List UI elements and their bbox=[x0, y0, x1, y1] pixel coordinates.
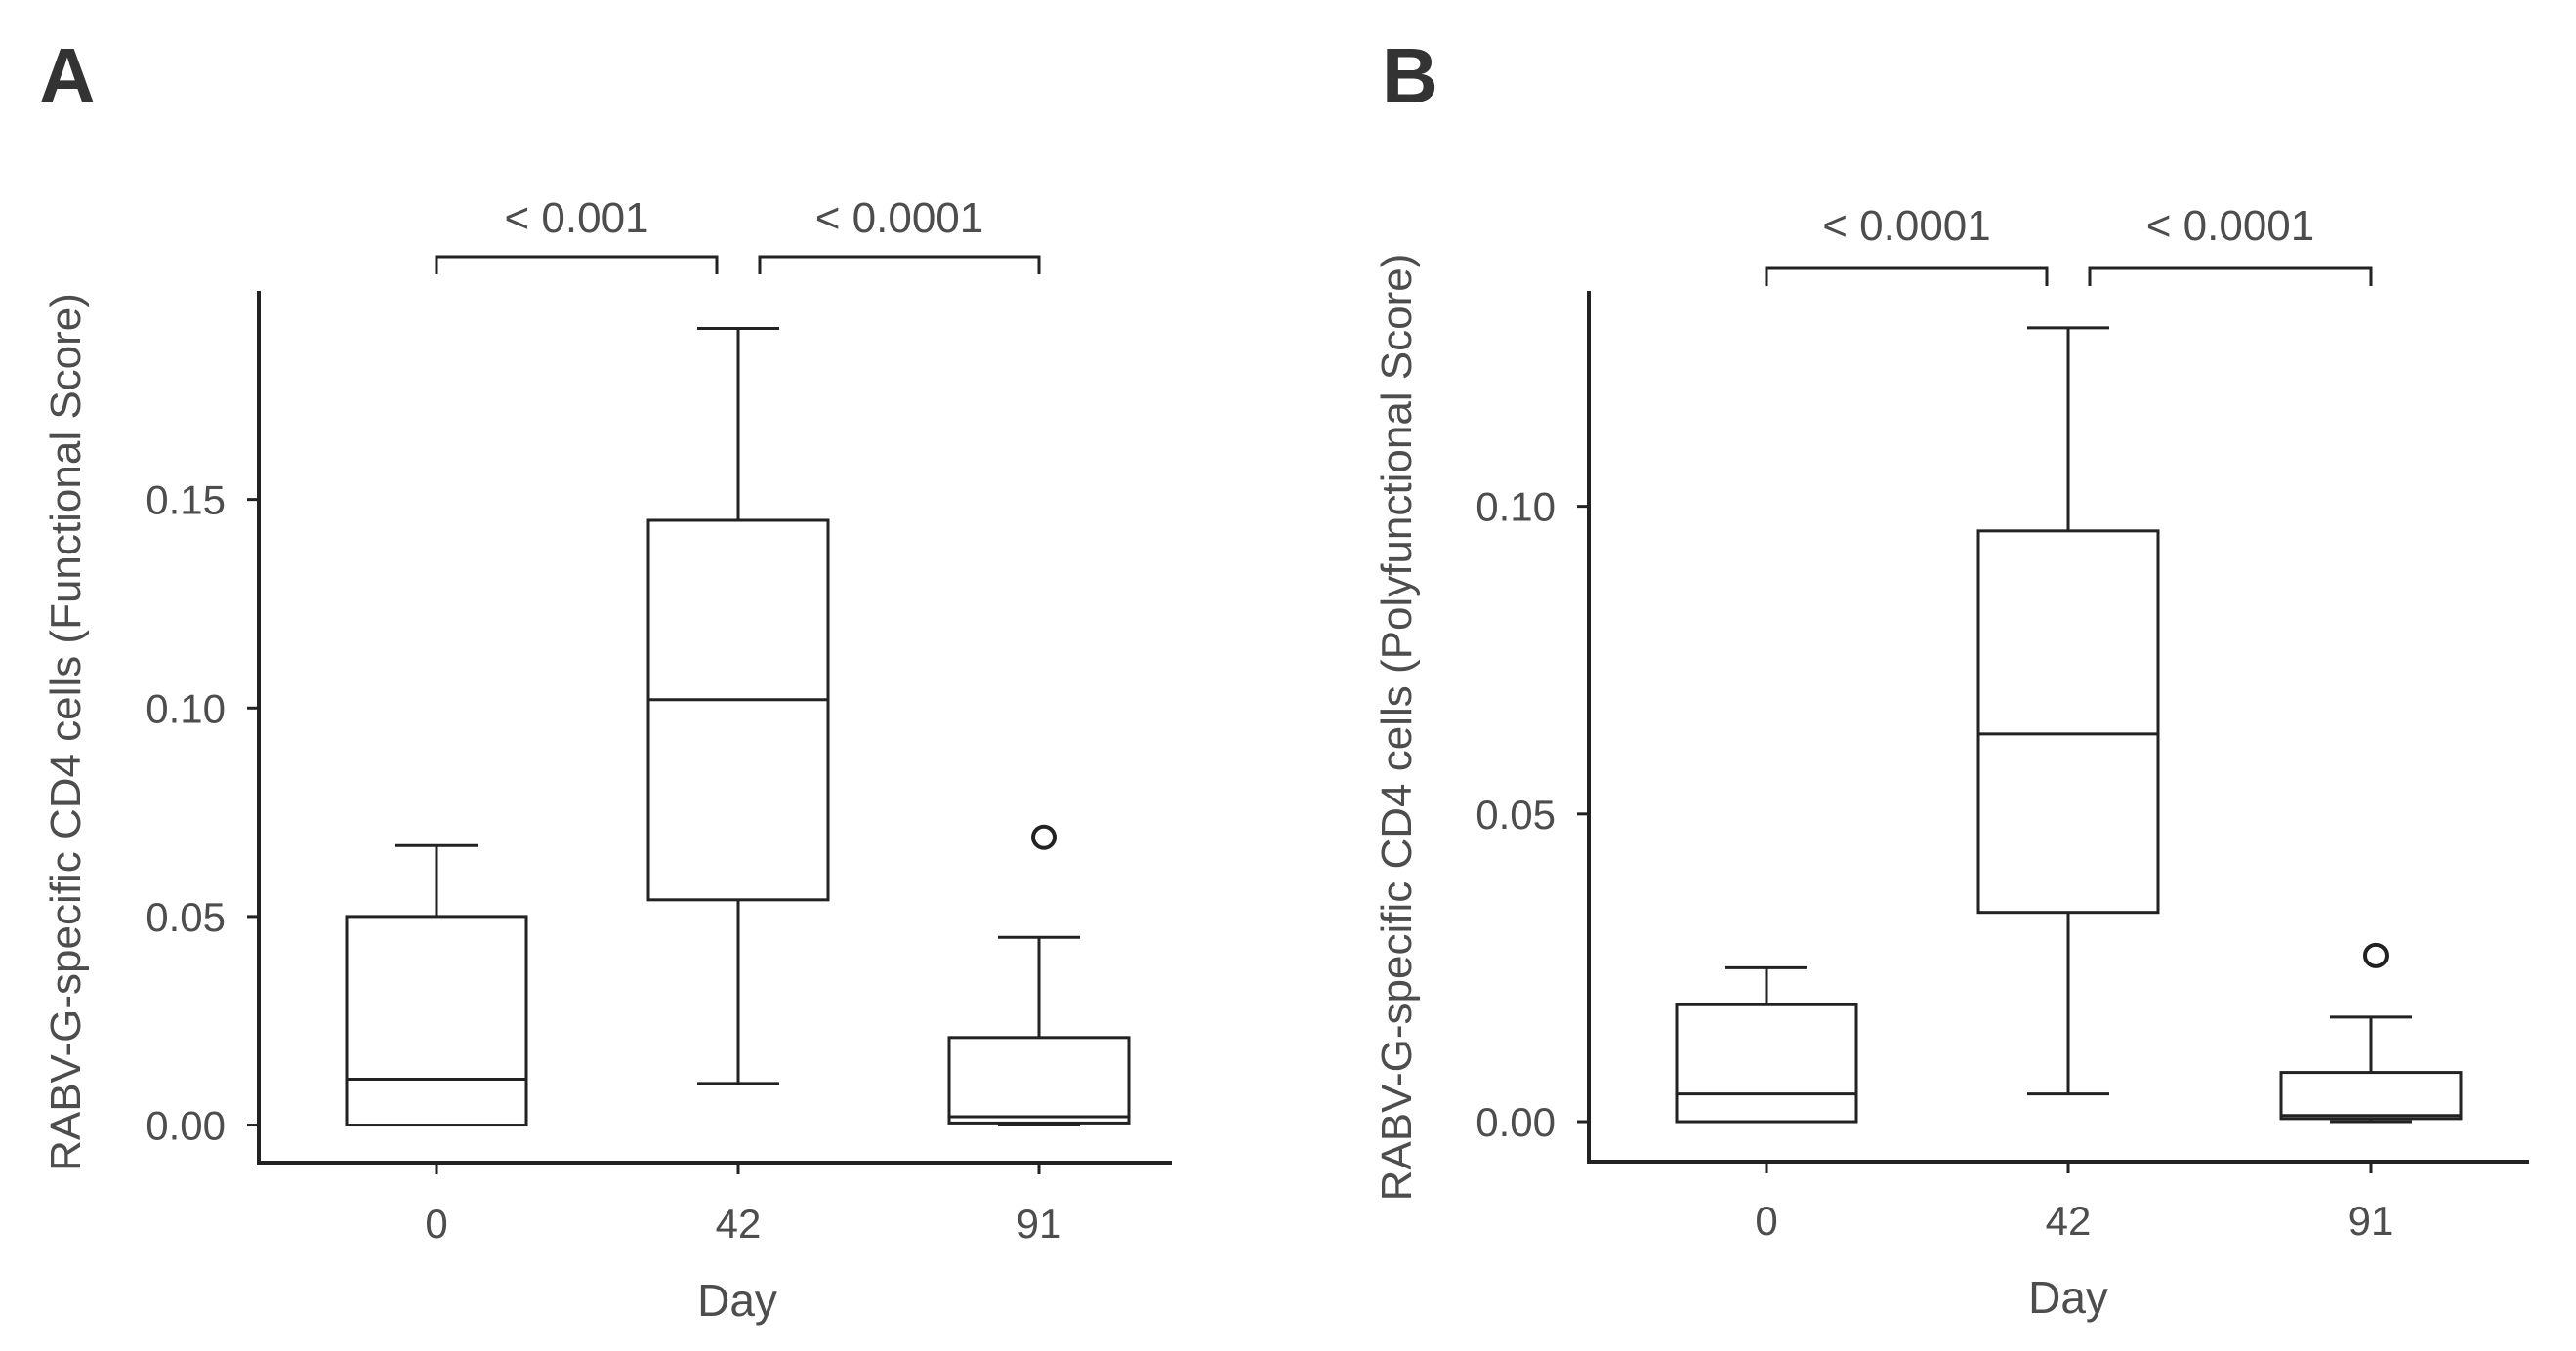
box-iqr bbox=[2279, 1071, 2463, 1121]
y-tick-label: 0.10 bbox=[1475, 484, 1556, 530]
y-tick-label: 0.05 bbox=[1475, 792, 1556, 838]
significance-label: < 0.0001 bbox=[815, 194, 984, 242]
box-day-0 bbox=[1675, 965, 1858, 1124]
panel-b-label: B bbox=[1382, 32, 1438, 119]
y-tick-label: 0.10 bbox=[145, 685, 226, 731]
box-day-91 bbox=[947, 824, 1131, 1127]
significance-bracket bbox=[435, 255, 719, 274]
x-tick-label: 42 bbox=[2046, 1198, 2092, 1244]
box-iqr bbox=[1675, 1003, 1858, 1124]
significance-label: < 0.0001 bbox=[1822, 202, 1991, 250]
significance-bracket bbox=[758, 255, 1041, 274]
panel-a: A RABV-G-specific CD4 cells (Functional … bbox=[39, 32, 1172, 1326]
panel-a-label: A bbox=[39, 32, 96, 119]
outlier-point bbox=[2363, 942, 2389, 968]
y-tick-label: 0.05 bbox=[145, 894, 226, 940]
panel-a-x-axis-title: Day bbox=[697, 1275, 777, 1326]
box-day-42 bbox=[1976, 326, 2160, 1096]
box-iqr bbox=[345, 915, 528, 1127]
significance-bracket bbox=[1765, 266, 2049, 286]
significance-label: < 0.0001 bbox=[2146, 202, 2315, 250]
panel-b-x-axis-title: Day bbox=[2028, 1272, 2108, 1323]
y-tick-label: 0.00 bbox=[1475, 1099, 1556, 1145]
y-tick-label: 0.15 bbox=[145, 477, 226, 523]
panel-b: B RABV-G-specific CD4 cells (Polyfunctio… bbox=[1373, 32, 2529, 1323]
significance-bracket bbox=[2088, 266, 2373, 286]
box-day-0 bbox=[345, 843, 528, 1127]
panel-a-y-axis-title: RABV-G-specific CD4 cells (Functional Sc… bbox=[42, 293, 90, 1171]
y-tick-label: 0.00 bbox=[145, 1103, 226, 1149]
x-tick-label: 42 bbox=[716, 1201, 762, 1247]
x-tick-label: 0 bbox=[1755, 1198, 1777, 1244]
panel-a-significance: < 0.001 < 0.0001 bbox=[435, 194, 1041, 274]
panel-a-y-ticks: 0.00 0.05 0.10 0.15 bbox=[145, 477, 259, 1149]
significance-label: < 0.001 bbox=[504, 194, 648, 242]
box-day-42 bbox=[646, 326, 830, 1085]
outlier-point bbox=[1031, 824, 1057, 850]
box-iqr bbox=[646, 518, 830, 902]
panel-b-y-axis-title: RABV-G-specific CD4 cells (Polyfunctiona… bbox=[1373, 254, 1421, 1202]
panel-a-boxes bbox=[345, 326, 1131, 1127]
panel-a-x-ticks: 0 42 91 bbox=[425, 1163, 1061, 1247]
panel-b-x-ticks: 0 42 91 bbox=[1755, 1162, 2393, 1244]
x-tick-label: 91 bbox=[1017, 1201, 1062, 1247]
panel-b-y-ticks: 0.00 0.05 0.10 bbox=[1475, 484, 1589, 1145]
panel-b-boxes bbox=[1675, 326, 2463, 1124]
x-tick-label: 0 bbox=[425, 1201, 447, 1247]
x-tick-label: 91 bbox=[2348, 1198, 2394, 1244]
box-iqr bbox=[947, 1036, 1131, 1125]
box-iqr bbox=[1976, 529, 2160, 915]
panel-b-significance: < 0.0001 < 0.0001 bbox=[1765, 202, 2373, 286]
box-day-91 bbox=[2279, 942, 2463, 1124]
